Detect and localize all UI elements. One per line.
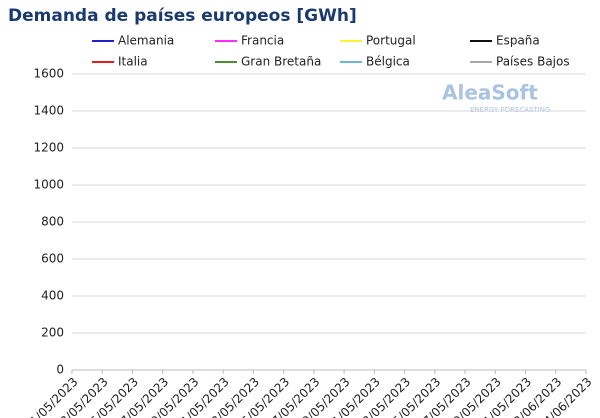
legend-label: Gran Bretaña (241, 55, 321, 69)
legend-label: Portugal (366, 34, 416, 48)
watermark-subtitle: ENERGY FORECASTING (470, 106, 550, 114)
chart-title: Demanda de países europeos [GWh] (8, 6, 357, 26)
legend-label: Italia (118, 55, 148, 69)
watermark: AleaSoft (442, 81, 538, 105)
legend-label: Alemania (118, 34, 174, 48)
y-tick-label: 1000 (33, 178, 64, 192)
y-tick-label: 1200 (33, 141, 64, 155)
legend-label: Bélgica (366, 55, 410, 69)
legend-label: Países Bajos (496, 55, 570, 69)
y-tick-label: 1600 (33, 67, 64, 81)
legend-label: España (496, 34, 540, 48)
y-tick-label: 1400 (33, 104, 64, 118)
y-tick-label: 400 (41, 289, 64, 303)
y-tick-label: 0 (56, 363, 64, 377)
legend-label: Francia (241, 34, 284, 48)
y-tick-label: 800 (41, 215, 64, 229)
y-tick-label: 200 (41, 326, 64, 340)
y-tick-label: 600 (41, 252, 64, 266)
